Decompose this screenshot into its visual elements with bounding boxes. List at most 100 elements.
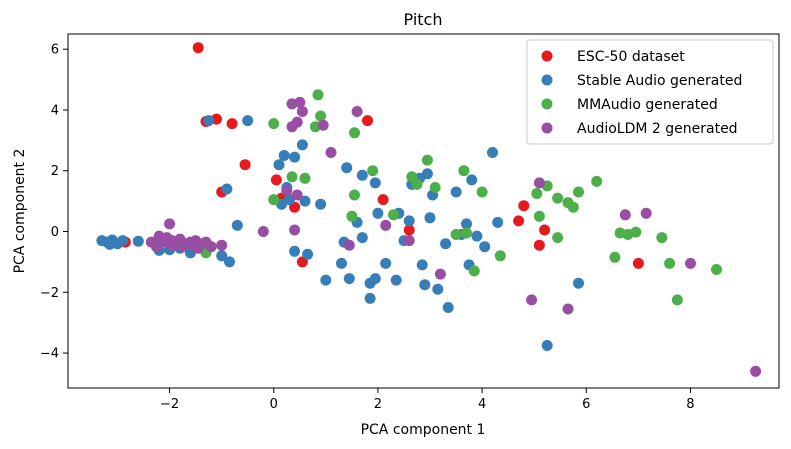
data-point bbox=[362, 115, 373, 127]
y-tick-label: −2 bbox=[40, 286, 59, 301]
data-point bbox=[471, 230, 483, 242]
data-point bbox=[281, 185, 293, 196]
data-point bbox=[289, 245, 301, 257]
data-point bbox=[685, 257, 696, 269]
data-point bbox=[346, 210, 358, 222]
data-point bbox=[315, 110, 327, 122]
data-point bbox=[336, 257, 347, 269]
data-point bbox=[518, 200, 530, 212]
data-point bbox=[349, 127, 360, 139]
data-point bbox=[356, 169, 368, 181]
legend-box bbox=[526, 39, 774, 145]
data-point bbox=[299, 172, 311, 184]
data-point bbox=[640, 207, 652, 219]
data-point bbox=[552, 192, 564, 204]
data-point bbox=[539, 224, 551, 236]
legend-label: Stable Audio generated bbox=[577, 73, 742, 89]
legend-marker bbox=[541, 98, 553, 110]
data-point bbox=[367, 165, 379, 177]
data-point bbox=[411, 178, 423, 190]
data-point bbox=[533, 177, 545, 189]
data-point bbox=[468, 265, 480, 277]
data-point bbox=[461, 218, 472, 230]
axes-layer: −2 0 2 4 6 8 −4 −2 0 2 4 6 bbox=[40, 33, 780, 412]
data-point bbox=[317, 119, 329, 131]
data-point bbox=[429, 182, 441, 193]
data-point bbox=[242, 115, 254, 127]
x-tick-label: 6 bbox=[582, 397, 590, 412]
data-point bbox=[372, 207, 384, 219]
plot-frame bbox=[67, 33, 780, 389]
data-point bbox=[403, 235, 415, 247]
data-point bbox=[320, 274, 332, 286]
data-point bbox=[567, 201, 579, 213]
data-point bbox=[526, 294, 538, 306]
data-point bbox=[341, 162, 353, 174]
data-point bbox=[388, 209, 399, 221]
data-point bbox=[270, 174, 282, 186]
data-point bbox=[268, 194, 280, 206]
data-point bbox=[390, 274, 402, 286]
data-point bbox=[203, 115, 215, 127]
y-tick-label: 6 bbox=[51, 43, 59, 58]
data-point bbox=[750, 365, 762, 377]
x-tick-label: 0 bbox=[270, 397, 278, 412]
y-tick-label: 2 bbox=[51, 164, 59, 179]
y-tick-label: 4 bbox=[51, 103, 59, 118]
data-point bbox=[421, 154, 433, 166]
legend-label: MMAudio generated bbox=[577, 97, 718, 113]
points-layer bbox=[96, 42, 762, 377]
data-point bbox=[416, 259, 428, 271]
legend-label: ESC-50 dataset bbox=[577, 49, 685, 65]
data-point bbox=[424, 212, 436, 224]
data-point bbox=[289, 151, 301, 163]
data-point bbox=[494, 250, 506, 262]
data-point bbox=[450, 229, 462, 240]
series-3 bbox=[145, 96, 762, 377]
data-point bbox=[591, 175, 603, 187]
data-point bbox=[296, 139, 308, 151]
data-point bbox=[619, 209, 631, 221]
x-tick-label: 8 bbox=[686, 397, 694, 412]
data-point bbox=[403, 215, 415, 227]
data-point bbox=[377, 194, 389, 206]
x-tick-label: −2 bbox=[160, 397, 179, 412]
data-point bbox=[239, 159, 251, 171]
legend: ESC-50 dataset Stable Audio generated MMAu… bbox=[526, 39, 774, 145]
series-2 bbox=[200, 89, 722, 306]
data-point bbox=[226, 118, 238, 130]
data-point bbox=[296, 106, 308, 117]
data-point bbox=[562, 303, 574, 315]
data-point bbox=[450, 186, 462, 198]
data-point bbox=[343, 273, 355, 285]
data-point bbox=[356, 232, 368, 244]
data-point bbox=[205, 241, 217, 253]
data-point bbox=[573, 277, 584, 289]
x-axis-label: PCA component 1 bbox=[361, 422, 486, 438]
data-point bbox=[151, 241, 162, 253]
data-point bbox=[442, 302, 454, 313]
data-point bbox=[476, 186, 488, 198]
data-point bbox=[343, 239, 355, 251]
data-point bbox=[533, 210, 545, 222]
data-point bbox=[492, 216, 504, 228]
data-point bbox=[221, 183, 233, 195]
data-point bbox=[224, 256, 235, 268]
data-point bbox=[302, 248, 314, 260]
data-point bbox=[294, 96, 306, 108]
data-point bbox=[664, 257, 676, 269]
data-point bbox=[164, 218, 176, 230]
chart-title: Pitch bbox=[404, 10, 443, 29]
y-tick-label: −4 bbox=[40, 347, 59, 362]
data-point bbox=[286, 171, 298, 183]
legend-label: AudioLDM 2 generated bbox=[577, 121, 738, 137]
data-point bbox=[609, 251, 621, 263]
data-point bbox=[432, 283, 444, 295]
data-point bbox=[104, 238, 116, 250]
data-point bbox=[286, 121, 298, 133]
data-point bbox=[419, 279, 431, 291]
data-point bbox=[273, 159, 285, 171]
data-point bbox=[671, 294, 683, 306]
data-point bbox=[656, 232, 668, 244]
